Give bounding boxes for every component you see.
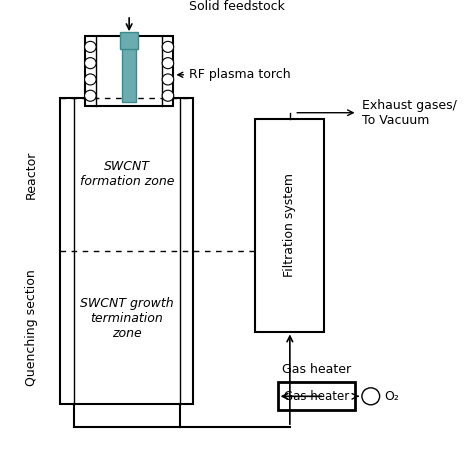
Bar <box>255 119 324 331</box>
Circle shape <box>162 74 173 85</box>
Bar <box>120 32 138 49</box>
Text: Reactor: Reactor <box>25 150 38 198</box>
Text: RF plasma torch: RF plasma torch <box>178 68 291 81</box>
Circle shape <box>84 90 96 101</box>
Circle shape <box>162 57 173 69</box>
Text: Filtration system: Filtration system <box>283 173 296 277</box>
Text: Gas heater: Gas heater <box>284 390 349 403</box>
Circle shape <box>362 388 380 405</box>
Circle shape <box>84 74 96 85</box>
Bar <box>60 98 193 404</box>
Text: SWCNT
formation zone: SWCNT formation zone <box>80 160 174 188</box>
Text: SWCNT growth
termination
zone: SWCNT growth termination zone <box>80 297 174 340</box>
Circle shape <box>162 90 173 101</box>
Circle shape <box>84 57 96 69</box>
Text: Quenching section: Quenching section <box>25 269 38 386</box>
Bar <box>278 383 355 410</box>
Circle shape <box>162 41 173 53</box>
Circle shape <box>84 41 96 53</box>
Text: Exhaust gases/
To Vacuum: Exhaust gases/ To Vacuum <box>362 99 457 127</box>
Bar <box>122 36 136 102</box>
Text: Gas heater: Gas heater <box>282 363 351 376</box>
Text: O₂: O₂ <box>384 390 399 403</box>
Text: Solid feedstock: Solid feedstock <box>189 0 285 13</box>
Bar <box>85 36 173 106</box>
